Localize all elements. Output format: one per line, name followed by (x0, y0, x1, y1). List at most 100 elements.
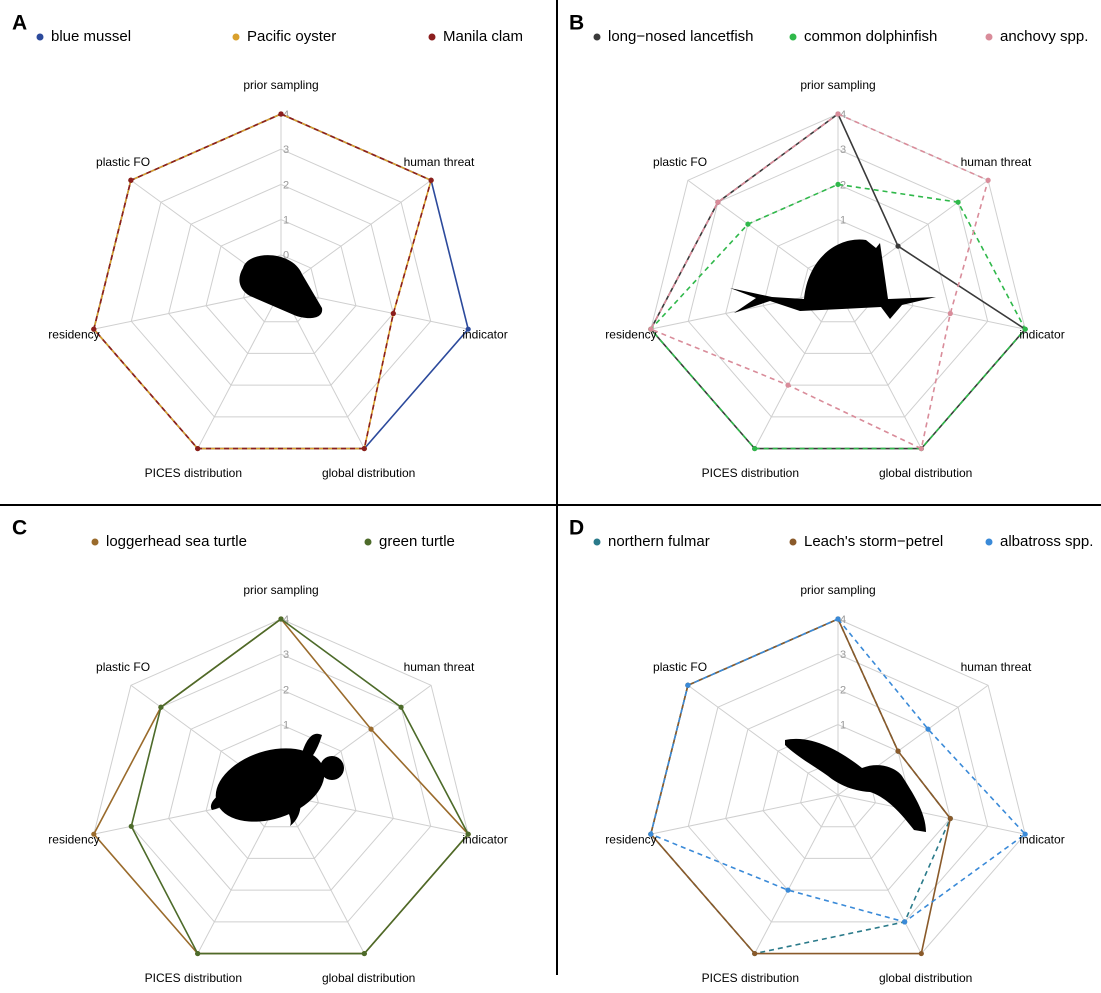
y-tick-label: 3 (283, 649, 289, 661)
point (752, 951, 757, 956)
legend-label: anchovy spp. (1000, 28, 1088, 45)
point (948, 816, 953, 821)
axis-label: global distribution (322, 466, 415, 480)
point (925, 727, 930, 732)
point (685, 683, 690, 688)
point (895, 244, 900, 249)
point (398, 705, 403, 710)
point (429, 178, 434, 183)
legend-label: Leach's storm−petrel (804, 533, 943, 550)
axis-label: global distribution (322, 971, 415, 985)
axis-label: plastic FO (96, 660, 150, 674)
point (745, 222, 750, 227)
spoke (198, 290, 281, 449)
point (752, 446, 757, 451)
legend-label: blue mussel (51, 28, 131, 45)
point (195, 951, 200, 956)
point (129, 824, 134, 829)
spoke (281, 180, 431, 290)
legend-marker (92, 539, 99, 546)
axis-label: residency (48, 328, 99, 342)
axis-label: prior sampling (243, 583, 318, 597)
legend-marker (429, 34, 436, 41)
legend-label: Pacific oyster (247, 28, 336, 45)
spoke (755, 795, 838, 954)
spoke (755, 290, 838, 449)
legend-marker (790, 34, 797, 41)
point (278, 111, 283, 116)
point (919, 446, 924, 451)
spoke (838, 290, 921, 449)
axis-label: PICES distribution (145, 971, 242, 985)
point (835, 111, 840, 116)
point (902, 919, 907, 924)
legend-marker (594, 539, 601, 546)
legend-marker (233, 34, 240, 41)
panel-label: A (12, 12, 27, 35)
point (835, 616, 840, 621)
axis-label: PICES distribution (145, 466, 242, 480)
axis-label: residency (605, 328, 656, 342)
axis-label: human threat (961, 660, 1032, 674)
point (948, 311, 953, 316)
axis-label: prior sampling (800, 583, 875, 597)
axis-label: indicator (462, 328, 507, 342)
y-tick-label: 3 (283, 144, 289, 156)
axis-label: prior sampling (243, 78, 318, 92)
point (835, 182, 840, 187)
spoke (838, 795, 1025, 834)
spoke (688, 685, 838, 795)
point (195, 446, 200, 451)
legend-marker (594, 34, 601, 41)
point (362, 446, 367, 451)
axis-label: human threat (404, 155, 475, 169)
legend-label: albatross spp. (1000, 533, 1093, 550)
axis-label: residency (605, 833, 656, 847)
legend-label: Manila clam (443, 28, 523, 45)
y-tick-label: 1 (840, 720, 846, 732)
figure: 01234012340123401234 Aprior samplinghuma… (0, 0, 1101, 993)
axis-label: global distribution (879, 466, 972, 480)
y-tick-label: 1 (283, 215, 289, 227)
point (715, 200, 720, 205)
y-tick-label: 1 (840, 215, 846, 227)
axis-label: indicator (1019, 833, 1064, 847)
legend-label: loggerhead sea turtle (106, 533, 247, 550)
axis-label: plastic FO (653, 660, 707, 674)
y-tick-label: 2 (283, 179, 289, 191)
axis-label: indicator (1019, 328, 1064, 342)
panel-label: D (569, 517, 584, 540)
bird-silhouette (785, 739, 926, 832)
axis-label: indicator (462, 833, 507, 847)
grids: 01234012340123401234 (94, 109, 1025, 954)
point (362, 951, 367, 956)
axis-label: human threat (404, 660, 475, 674)
legend-marker (986, 34, 993, 41)
legend-marker (365, 539, 372, 546)
point (895, 749, 900, 754)
y-tick-label: 1 (283, 720, 289, 732)
axis-label: human threat (961, 155, 1032, 169)
legend-marker (790, 539, 797, 546)
y-tick-label: 3 (840, 144, 846, 156)
axis-label: plastic FO (96, 155, 150, 169)
point (158, 705, 163, 710)
legend-marker (986, 539, 993, 546)
page: 01234012340123401234 Aprior samplinghuma… (0, 0, 1101, 993)
panel-label: B (569, 12, 584, 35)
point (785, 888, 790, 893)
y-tick-label: 2 (283, 684, 289, 696)
point (368, 727, 373, 732)
point (986, 178, 991, 183)
point (128, 178, 133, 183)
legend-label: green turtle (379, 533, 455, 550)
point (919, 951, 924, 956)
axis-label: plastic FO (653, 155, 707, 169)
axis-label: PICES distribution (702, 971, 799, 985)
axis-label: global distribution (879, 971, 972, 985)
legend-label: common dolphinfish (804, 28, 937, 45)
axis-label: residency (48, 833, 99, 847)
axis-label: PICES distribution (702, 466, 799, 480)
legend-marker (37, 34, 44, 41)
legend-label: long−nosed lancetfish (608, 28, 754, 45)
